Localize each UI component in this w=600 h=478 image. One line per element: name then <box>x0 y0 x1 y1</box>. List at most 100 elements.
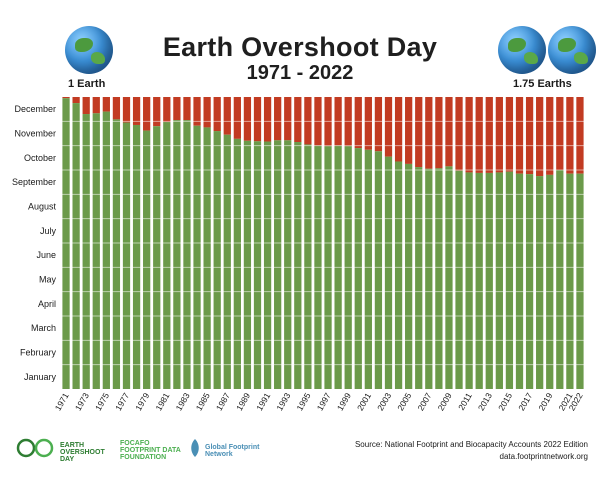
bar-remaining-2011 <box>465 97 473 173</box>
source-note: Source: National Footprint and Biocapaci… <box>354 440 588 449</box>
bar-remaining-2019 <box>546 97 554 175</box>
bar-remaining-2016 <box>515 97 524 174</box>
bar-overshoot-1982 <box>173 120 181 389</box>
x-tick-label: 2015 <box>496 391 514 413</box>
bar-remaining-2010 <box>455 97 463 171</box>
bar-overshoot-2007 <box>425 168 433 389</box>
bar-remaining-1976 <box>112 97 121 120</box>
bar-overshoot-2017 <box>525 174 534 389</box>
bar-overshoot-2005 <box>405 163 413 389</box>
bar-overshoot-1983 <box>183 120 191 389</box>
bar-remaining-1992 <box>274 97 282 141</box>
bar-overshoot-1988 <box>233 138 241 389</box>
bar-remaining-1981 <box>163 97 171 123</box>
bar-remaining-2017 <box>525 97 534 175</box>
bar-remaining-1982 <box>173 97 181 121</box>
bar-remaining-2015 <box>505 97 514 172</box>
bar-remaining-1995 <box>304 97 312 145</box>
x-tick-label: 1979 <box>133 391 151 413</box>
x-tick-label: 1999 <box>335 391 353 413</box>
y-tick-label: March <box>31 323 56 333</box>
bar-remaining-1977 <box>122 97 131 123</box>
earths-label: 1.75 Earths <box>513 78 572 90</box>
bar-remaining-1975 <box>102 97 110 112</box>
y-tick-label: April <box>38 299 56 309</box>
x-tick-label: 1989 <box>234 391 252 413</box>
bar-overshoot-2013 <box>485 172 493 389</box>
bar-remaining-1974 <box>92 97 100 114</box>
bar-remaining-2001 <box>364 97 372 150</box>
y-tick-label: June <box>36 250 56 260</box>
x-tick-label: 1993 <box>274 391 292 413</box>
focafo-logo-text: FOCAFO FOOTPRINT DATA FOUNDATION <box>120 440 181 461</box>
y-tick-label: December <box>14 104 56 114</box>
x-tick-label: 2005 <box>395 391 413 413</box>
bar-overshoot-1981 <box>163 122 171 390</box>
bar-remaining-2000 <box>354 97 362 149</box>
x-tick-label: 1991 <box>254 391 272 413</box>
source-url: data.footprintnetwork.org <box>499 452 589 461</box>
bar-remaining-1980 <box>153 97 161 127</box>
bar-overshoot-2014 <box>495 172 503 389</box>
bar-overshoot-1973 <box>82 114 90 390</box>
bar-remaining-2020 <box>556 97 564 170</box>
x-tick-label: 1981 <box>153 391 171 413</box>
bar-remaining-2014 <box>495 97 503 173</box>
bar-overshoot-2012 <box>475 172 483 389</box>
earth-globe-icon <box>498 26 546 74</box>
bar-overshoot-2000 <box>354 148 362 389</box>
bar-remaining-1994 <box>294 97 302 143</box>
bar-overshoot-1989 <box>243 140 252 389</box>
bar-overshoot-2008 <box>435 168 443 389</box>
bar-overshoot-1990 <box>253 141 262 389</box>
bar-overshoot-1993 <box>284 140 292 389</box>
x-tick-label: 1971 <box>53 391 71 413</box>
bar-overshoot-2011 <box>465 172 473 389</box>
x-tick-label: 2003 <box>375 391 393 413</box>
bar-overshoot-1994 <box>294 142 302 389</box>
y-tick-label: September <box>12 177 56 187</box>
bar-overshoot-1984 <box>193 125 201 390</box>
bar-overshoot-1985 <box>203 127 211 390</box>
x-tick-label: 1983 <box>174 391 192 413</box>
bar-overshoot-2001 <box>364 149 372 389</box>
bar-remaining-1986 <box>213 97 221 132</box>
bar-overshoot-1979 <box>143 130 151 389</box>
y-tick-label: February <box>20 348 57 358</box>
bar-overshoot-2010 <box>455 170 463 389</box>
bar-remaining-2004 <box>394 97 403 162</box>
bar-remaining-2005 <box>405 97 413 164</box>
x-tick-label: 2013 <box>476 391 494 413</box>
bar-remaining-1987 <box>223 97 231 135</box>
bar-overshoot-1995 <box>304 144 312 389</box>
bar-overshoot-1972 <box>72 103 80 389</box>
bar-overshoot-1976 <box>112 119 121 390</box>
bar-remaining-2022 <box>576 97 584 174</box>
x-tick-label: 2019 <box>536 391 554 413</box>
bar-overshoot-2018 <box>536 176 544 389</box>
bar-overshoot-2016 <box>515 173 524 389</box>
bar-overshoot-2006 <box>415 167 423 389</box>
y-tick-label: November <box>14 129 56 139</box>
x-tick-label: 1987 <box>214 391 232 413</box>
x-tick-label: 2009 <box>436 391 454 413</box>
x-tick-label: 2001 <box>355 391 373 413</box>
bar-overshoot-2019 <box>546 174 554 389</box>
x-tick-label: 1995 <box>294 391 312 413</box>
bar-remaining-2009 <box>445 97 453 167</box>
bar-remaining-1971 <box>62 97 70 99</box>
one-earth-label: 1 Earth <box>68 78 106 90</box>
x-tick-label: 1997 <box>315 391 333 413</box>
y-tick-label: August <box>28 202 57 212</box>
bar-overshoot-1991 <box>263 141 272 389</box>
bar-overshoot-2004 <box>394 161 403 389</box>
bar-remaining-1979 <box>143 97 151 131</box>
bar-overshoot-2022 <box>576 173 584 389</box>
x-tick-label: 2017 <box>516 391 534 413</box>
bar-remaining-1972 <box>72 97 80 104</box>
bar-overshoot-1986 <box>213 131 221 390</box>
y-tick-label: May <box>39 275 57 285</box>
bar-overshoot-1974 <box>92 113 100 389</box>
eod-logo-icon <box>16 438 56 458</box>
